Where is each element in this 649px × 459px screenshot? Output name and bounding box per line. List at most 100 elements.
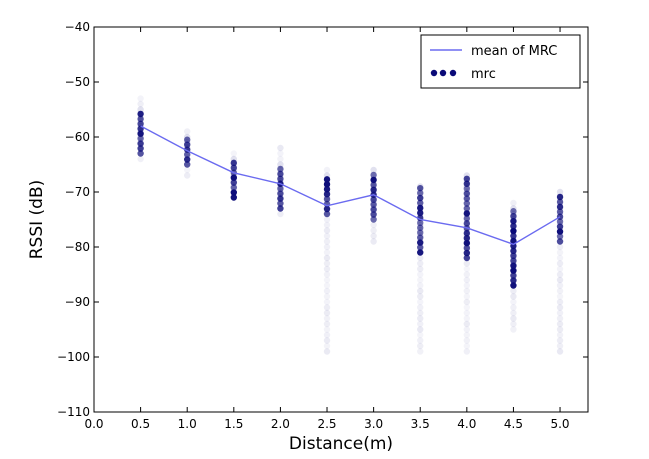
mrc-point xyxy=(370,211,377,218)
mrc-point xyxy=(463,215,471,222)
mrc-point xyxy=(137,155,144,163)
y-tick-label: −40 xyxy=(65,20,90,34)
mrc-point xyxy=(137,145,144,152)
mrc-point xyxy=(370,221,377,229)
mrc-point xyxy=(370,232,377,240)
mrc-point xyxy=(510,315,517,322)
mrc-point xyxy=(370,171,377,179)
mrc-point xyxy=(137,115,144,123)
y-tick-label: −70 xyxy=(65,185,90,199)
mrc-point xyxy=(556,193,564,201)
y-tick-label: −80 xyxy=(65,240,90,254)
mrc-point xyxy=(323,348,331,355)
mrc-point xyxy=(463,249,471,257)
mrc-point xyxy=(323,249,331,256)
mrc-point xyxy=(417,249,424,256)
mean-line-layer xyxy=(140,125,561,246)
mrc-point xyxy=(463,230,471,237)
x-tick-label: 0.5 xyxy=(131,417,150,431)
legend-dot-swatch xyxy=(430,69,457,77)
mrc-point xyxy=(137,130,144,137)
y-tick-label: −90 xyxy=(65,295,90,309)
mrc-point xyxy=(417,219,424,226)
mrc-point xyxy=(323,260,331,267)
mrc-point xyxy=(463,265,471,273)
mrc-point xyxy=(510,213,517,220)
mrc-point xyxy=(556,298,564,306)
mrc-point xyxy=(417,276,424,284)
mrc-point xyxy=(556,208,564,215)
mrc-point xyxy=(370,238,377,245)
x-tick-label: 3.0 xyxy=(364,417,383,431)
mrc-point xyxy=(277,185,284,192)
mrc-point xyxy=(556,203,564,211)
mrc-point xyxy=(510,262,517,269)
mrc-point xyxy=(417,298,424,306)
mrc-point xyxy=(463,244,471,252)
mrc-point xyxy=(556,331,564,339)
mrc-point xyxy=(370,227,377,234)
mrc-point xyxy=(323,166,331,174)
mrc-point xyxy=(463,205,471,212)
mrc-point xyxy=(184,151,191,158)
mrc-point xyxy=(184,136,191,143)
mrc-point xyxy=(137,110,144,118)
mrc-point xyxy=(370,181,377,189)
mrc-point xyxy=(510,293,517,300)
mrc-point xyxy=(417,229,424,236)
mrc-point xyxy=(510,267,517,274)
mrc-point xyxy=(137,150,144,157)
mrc-point xyxy=(556,304,564,311)
mrc-point xyxy=(184,161,191,168)
mrc-point xyxy=(463,326,471,333)
mrc-point xyxy=(556,249,564,256)
mrc-point xyxy=(463,342,471,350)
x-tick-label: 4.5 xyxy=(504,417,523,431)
mrc-point xyxy=(323,221,331,229)
mrc-point xyxy=(323,205,331,213)
mrc-point xyxy=(184,141,191,148)
mrc-point xyxy=(277,195,284,202)
mrc-point xyxy=(323,304,331,311)
mrc-point xyxy=(184,156,191,163)
mrc-point xyxy=(323,216,331,223)
mrc-point xyxy=(277,175,284,182)
mrc-point xyxy=(323,320,331,328)
mrc-point xyxy=(370,196,377,203)
mrc-point xyxy=(323,293,331,300)
mrc-point xyxy=(556,198,564,206)
mrc-point xyxy=(463,195,471,202)
mrc-point xyxy=(556,243,564,251)
x-tick-label: 2.5 xyxy=(317,417,336,431)
mrc-point xyxy=(323,191,331,198)
mrc-point xyxy=(137,135,144,142)
mrc-point xyxy=(277,205,284,212)
mrc-point xyxy=(463,235,471,242)
mrc-point xyxy=(277,161,284,168)
mrc-point xyxy=(323,254,331,262)
mrc-point xyxy=(463,271,471,278)
mrc-point xyxy=(230,179,238,186)
mrc-point xyxy=(510,232,517,240)
mrc-point xyxy=(323,265,331,273)
x-tick-label: 0.0 xyxy=(84,417,103,431)
mrc-point xyxy=(417,293,424,300)
mrc-point xyxy=(556,348,564,355)
y-tick-label: −110 xyxy=(57,405,90,419)
mrc-point xyxy=(463,320,471,328)
mrc-point xyxy=(184,128,191,135)
mrc-point xyxy=(417,265,424,273)
mrc-point xyxy=(323,287,331,295)
mrc-point xyxy=(417,320,424,328)
mrc-point xyxy=(510,282,517,289)
mrc-point xyxy=(556,287,564,295)
mrc-point xyxy=(463,239,471,247)
mrc-point xyxy=(417,348,424,355)
legend-dot xyxy=(439,69,447,77)
plot-area-frame xyxy=(93,26,589,413)
mrc-point xyxy=(137,120,144,128)
mrc-point xyxy=(323,243,331,251)
mrc-point xyxy=(417,342,424,350)
mrc-point xyxy=(463,282,471,289)
